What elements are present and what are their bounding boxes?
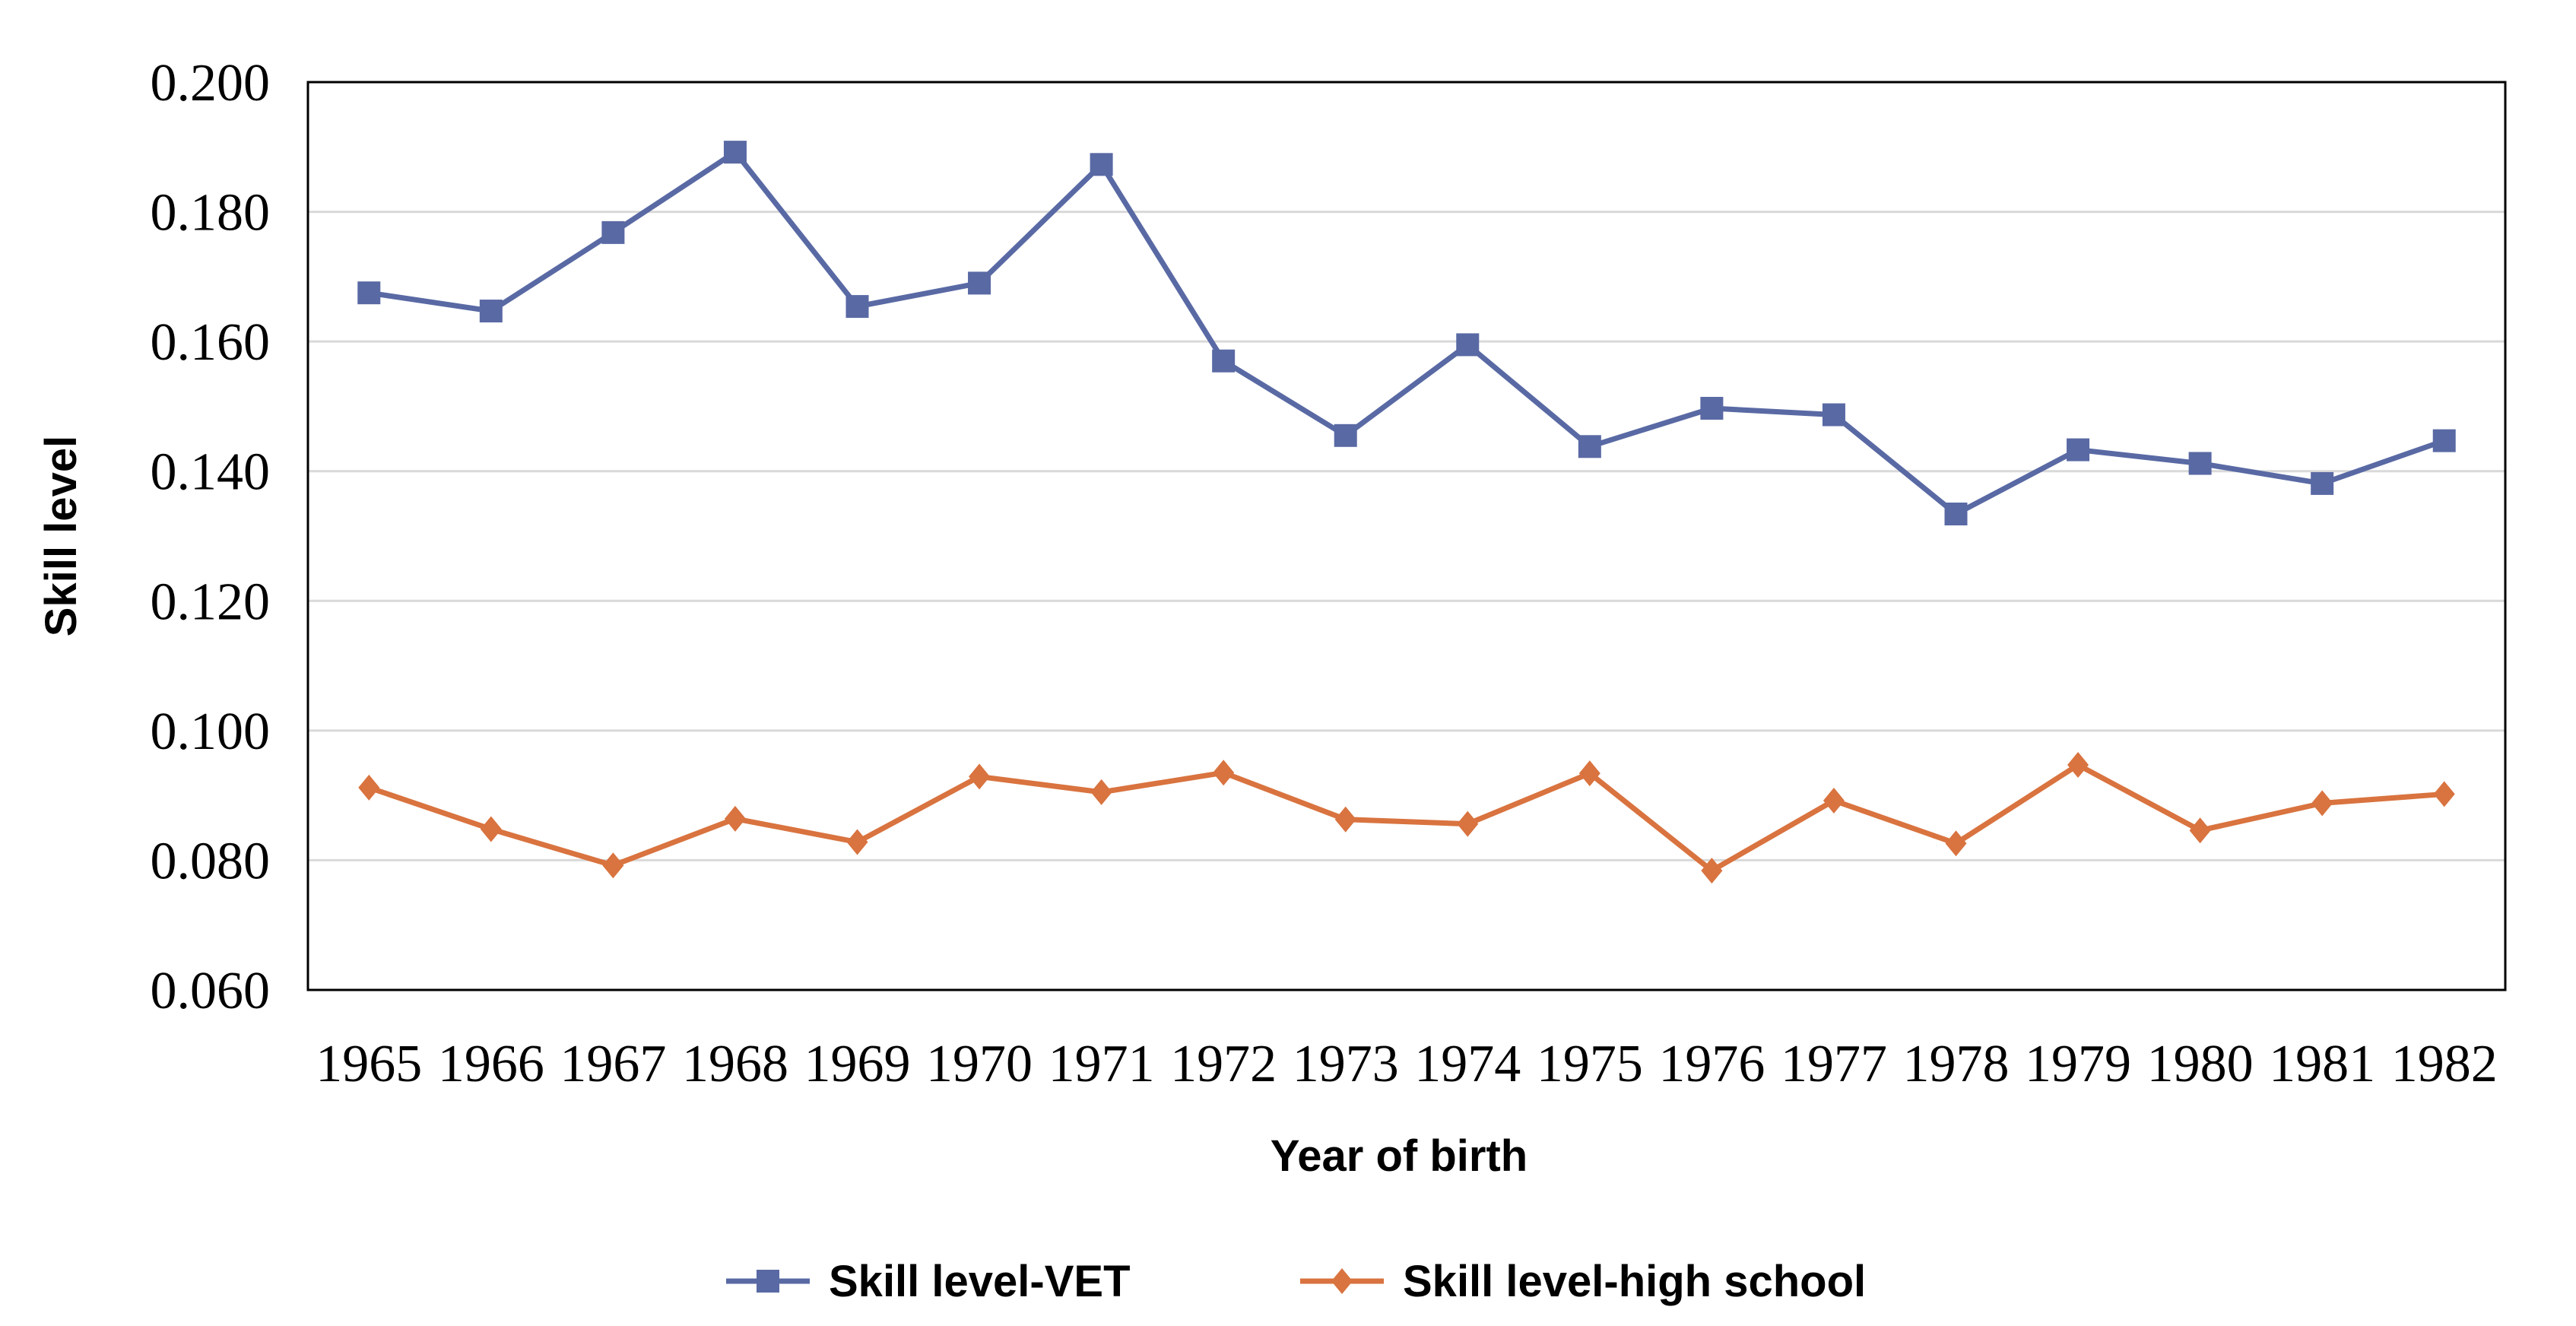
- x-tick-label: 1973: [1293, 1035, 1399, 1093]
- data-point-diamond: [1213, 760, 1235, 786]
- y-tick-label: 0.060: [151, 962, 271, 1020]
- x-tick-label: 1966: [438, 1035, 544, 1093]
- data-point-diamond: [969, 763, 991, 790]
- y-tick-label: 0.160: [151, 313, 271, 372]
- data-point-square: [1212, 349, 1236, 373]
- x-tick-label: 1969: [804, 1035, 911, 1093]
- x-tick-label: 1971: [1048, 1035, 1155, 1093]
- legend-item: Skill level-high school: [1300, 1257, 1866, 1306]
- y-tick-label: 0.100: [151, 703, 271, 761]
- data-point-diamond: [1334, 806, 1356, 833]
- y-tick-label: 0.180: [151, 184, 271, 243]
- data-point-square: [1090, 153, 1113, 176]
- data-point-diamond: [724, 805, 746, 832]
- legend-item: Skill level-VET: [726, 1257, 1131, 1306]
- x-tick-label: 1977: [1781, 1035, 1887, 1093]
- data-point-diamond: [602, 852, 624, 879]
- data-point-diamond: [1457, 811, 1479, 837]
- y-tick-label: 0.120: [151, 573, 271, 631]
- legend-label: Skill level-VET: [829, 1257, 1131, 1306]
- data-point-square: [2432, 429, 2456, 452]
- data-point-square: [2067, 438, 2090, 462]
- data-point-square: [1822, 403, 1845, 427]
- data-point-square: [723, 141, 747, 164]
- plot-area-frame: [306, 81, 2507, 991]
- legend-marker-square: [757, 1270, 779, 1293]
- series-line: [368, 149, 2445, 517]
- legend: Skill level-VET Skill level-high school: [726, 1257, 1866, 1306]
- x-tick-label: 1972: [1170, 1035, 1277, 1093]
- y-tick-label: 0.080: [151, 832, 271, 890]
- data-point-square: [1944, 503, 1968, 526]
- series-vet: [357, 141, 2456, 526]
- x-tick-label: 1974: [1414, 1035, 1521, 1093]
- data-point-diamond: [846, 829, 868, 855]
- data-point-diamond: [1823, 787, 1845, 814]
- data-point-square: [968, 271, 991, 295]
- legend-label: Skill level-high school: [1403, 1257, 1866, 1306]
- gridlines: [308, 211, 2505, 861]
- data-point-square: [479, 300, 503, 323]
- data-point-square: [1578, 435, 1601, 458]
- y-axis-title: Skill level: [36, 436, 86, 636]
- x-axis-ticks: 1965 1966 1967 1968 1969 1970 1971 1972 1973 1974…: [316, 1035, 2497, 1093]
- x-tick-label: 1982: [2391, 1035, 2498, 1093]
- x-tick-label: 1965: [316, 1035, 422, 1093]
- data-point-diamond: [480, 816, 502, 842]
- series-line: [368, 762, 2444, 874]
- data-point-square: [1700, 396, 1724, 420]
- data-point-square: [2311, 471, 2334, 495]
- x-tick-label: 1981: [2269, 1035, 2375, 1093]
- data-point-square: [1456, 333, 1480, 357]
- x-axis-title: Year of birth: [1271, 1131, 1528, 1181]
- y-tick-label: 0.140: [151, 443, 271, 502]
- x-tick-label: 1978: [1903, 1035, 2010, 1093]
- data-point-diamond: [2067, 752, 2089, 779]
- y-axis-ticks: 0.060 0.080 0.100 0.120 0.140 0.160 0.180 0.200: [151, 54, 271, 1020]
- data-point-square: [1334, 423, 1357, 447]
- x-tick-label: 1976: [1658, 1035, 1765, 1093]
- x-tick-label: 1970: [926, 1035, 1033, 1093]
- x-tick-label: 1975: [1537, 1035, 1643, 1093]
- x-tick-label: 1979: [2025, 1035, 2131, 1093]
- data-point-diamond: [2311, 790, 2333, 817]
- y-tick-label: 0.200: [151, 54, 271, 113]
- x-tick-label: 1967: [560, 1035, 666, 1093]
- data-point-diamond: [1090, 779, 1112, 805]
- data-point-square: [357, 281, 381, 305]
- x-tick-label: 1968: [682, 1035, 788, 1093]
- data-point-diamond: [1578, 760, 1600, 787]
- legend-marker-diamond: [1331, 1268, 1353, 1294]
- data-point-square: [845, 295, 869, 319]
- series-high-school: [358, 752, 2455, 884]
- data-point-diamond: [2189, 817, 2211, 844]
- data-point-diamond: [358, 774, 380, 801]
- data-point-diamond: [2433, 781, 2455, 807]
- series-layer: [357, 141, 2456, 884]
- data-point-diamond: [1701, 858, 1723, 884]
- data-point-diamond: [1945, 830, 1967, 857]
- x-tick-label: 1980: [2147, 1035, 2254, 1093]
- data-point-square: [601, 220, 625, 244]
- data-point-square: [2188, 452, 2212, 475]
